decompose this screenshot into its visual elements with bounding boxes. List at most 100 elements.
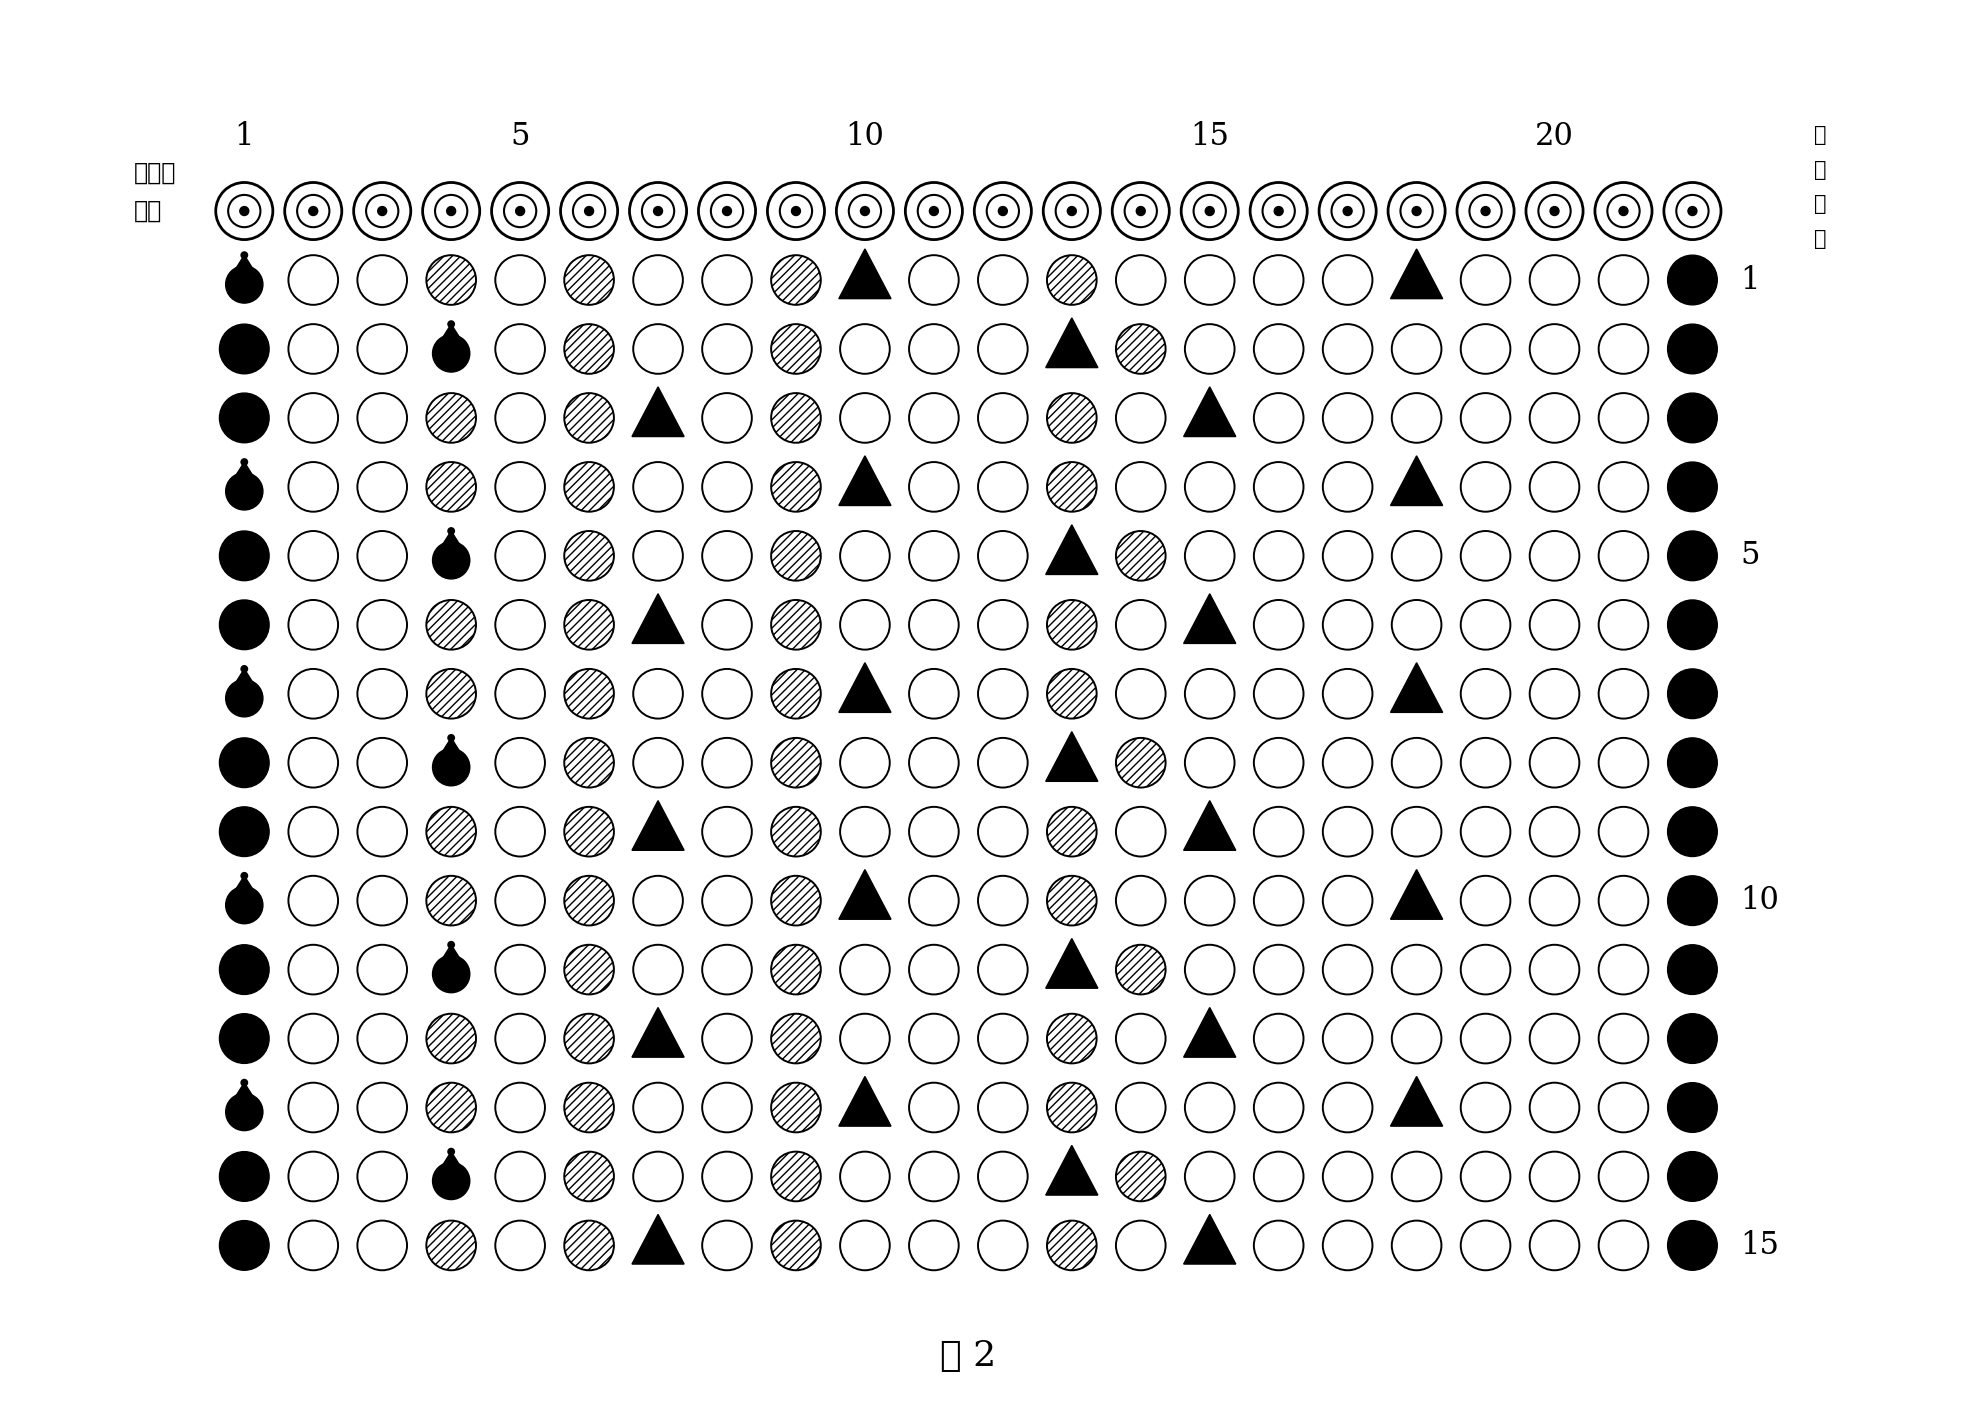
Circle shape	[1274, 206, 1282, 216]
Circle shape	[220, 392, 270, 442]
Circle shape	[1620, 206, 1628, 216]
Circle shape	[449, 528, 455, 535]
Text: 序: 序	[1814, 195, 1826, 215]
Circle shape	[770, 324, 820, 374]
Circle shape	[447, 206, 457, 216]
Polygon shape	[437, 530, 466, 553]
Circle shape	[226, 266, 262, 303]
Circle shape	[564, 806, 613, 856]
Circle shape	[564, 876, 613, 926]
Circle shape	[1667, 738, 1717, 788]
Circle shape	[770, 1220, 820, 1270]
Text: 符: 符	[1814, 125, 1826, 145]
Text: 图 2: 图 2	[941, 1338, 996, 1372]
Circle shape	[240, 206, 248, 216]
Circle shape	[564, 668, 613, 718]
Circle shape	[564, 462, 613, 512]
Text: 子载波: 子载波	[133, 161, 177, 185]
Circle shape	[1667, 600, 1717, 650]
Polygon shape	[437, 944, 466, 967]
Circle shape	[220, 1152, 270, 1202]
Text: 序号: 序号	[133, 199, 163, 223]
Circle shape	[564, 600, 613, 650]
Circle shape	[226, 886, 262, 924]
Circle shape	[433, 748, 470, 786]
Circle shape	[564, 738, 613, 788]
Circle shape	[1667, 530, 1717, 580]
Polygon shape	[1391, 870, 1443, 919]
Circle shape	[1667, 462, 1717, 512]
Circle shape	[1068, 206, 1076, 216]
Circle shape	[220, 1014, 270, 1064]
Circle shape	[427, 392, 476, 442]
Circle shape	[427, 876, 476, 926]
Polygon shape	[1183, 594, 1237, 643]
Circle shape	[240, 459, 248, 465]
Circle shape	[564, 944, 613, 994]
Circle shape	[1667, 392, 1717, 442]
Circle shape	[1481, 206, 1491, 216]
Circle shape	[1046, 1220, 1096, 1270]
Circle shape	[1411, 206, 1421, 216]
Circle shape	[1667, 1014, 1717, 1064]
Circle shape	[1116, 738, 1165, 788]
Circle shape	[770, 1014, 820, 1064]
Circle shape	[220, 738, 270, 788]
Polygon shape	[230, 462, 258, 485]
Circle shape	[226, 1094, 262, 1130]
Text: 15: 15	[1191, 121, 1229, 152]
Text: 5: 5	[510, 121, 530, 152]
Text: 号: 号	[1814, 159, 1826, 179]
Polygon shape	[840, 456, 891, 505]
Circle shape	[1667, 1220, 1717, 1270]
Circle shape	[564, 1152, 613, 1202]
Circle shape	[433, 1162, 470, 1200]
Polygon shape	[230, 255, 258, 279]
Circle shape	[1687, 206, 1697, 216]
Circle shape	[240, 1079, 248, 1086]
Circle shape	[427, 600, 476, 650]
Polygon shape	[631, 387, 685, 437]
Polygon shape	[1391, 456, 1443, 505]
Circle shape	[220, 324, 270, 374]
Circle shape	[220, 600, 270, 650]
Circle shape	[377, 206, 387, 216]
Circle shape	[1046, 600, 1096, 650]
Circle shape	[427, 668, 476, 718]
Polygon shape	[631, 1214, 685, 1264]
Text: 1: 1	[1741, 264, 1761, 296]
Text: 1: 1	[234, 121, 254, 152]
Polygon shape	[631, 594, 685, 643]
Polygon shape	[840, 870, 891, 919]
Circle shape	[1046, 876, 1096, 926]
Circle shape	[770, 806, 820, 856]
Text: 10: 10	[846, 121, 885, 152]
Circle shape	[1135, 206, 1145, 216]
Polygon shape	[1183, 801, 1237, 850]
Polygon shape	[1183, 1214, 1237, 1264]
Circle shape	[860, 206, 869, 216]
Circle shape	[1667, 876, 1717, 926]
Polygon shape	[1391, 1076, 1443, 1126]
Circle shape	[564, 255, 613, 304]
Polygon shape	[1391, 249, 1443, 299]
Circle shape	[427, 1220, 476, 1270]
Circle shape	[1667, 668, 1717, 718]
Polygon shape	[1046, 732, 1098, 781]
Circle shape	[564, 1220, 613, 1270]
Circle shape	[449, 941, 455, 948]
Circle shape	[1667, 944, 1717, 994]
Circle shape	[770, 668, 820, 718]
Circle shape	[433, 542, 470, 579]
Circle shape	[427, 462, 476, 512]
Circle shape	[723, 206, 732, 216]
Circle shape	[564, 392, 613, 442]
Polygon shape	[437, 324, 466, 347]
Circle shape	[1116, 324, 1165, 374]
Polygon shape	[840, 1076, 891, 1126]
Circle shape	[240, 873, 248, 879]
Text: 号: 号	[1814, 229, 1826, 249]
Circle shape	[220, 530, 270, 580]
Circle shape	[770, 738, 820, 788]
Circle shape	[586, 206, 594, 216]
